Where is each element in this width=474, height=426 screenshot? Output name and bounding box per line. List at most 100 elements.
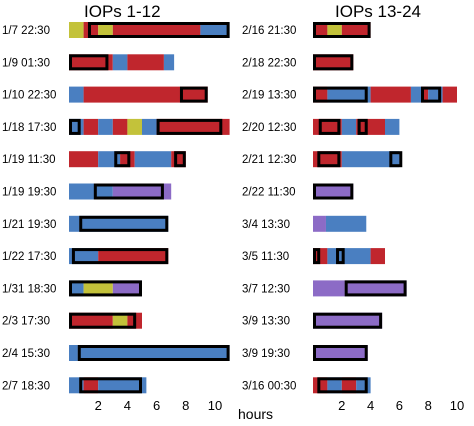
segment-red (356, 118, 385, 135)
segment-purple (313, 215, 326, 232)
segment-purple (112, 183, 172, 200)
x-tick-label: 2 (338, 398, 345, 413)
segment-purple (313, 280, 345, 297)
row-label: 3/7 12:30 (242, 283, 290, 295)
highlight-box (71, 248, 169, 265)
segment-blue (69, 280, 84, 297)
highlight-box (79, 215, 169, 232)
row-label: 1/21 19:30 (2, 219, 56, 231)
segment-blue (77, 345, 230, 361)
segment-blue (98, 118, 113, 135)
highlight-box (69, 118, 81, 135)
segment-red (313, 86, 328, 103)
segment-purple (344, 280, 407, 297)
segment-blue (385, 118, 400, 135)
highlight-box (313, 183, 354, 200)
segment-yellow (127, 118, 142, 135)
segment-blue (69, 345, 78, 361)
segment-red (341, 377, 357, 394)
segment-red (69, 54, 113, 71)
segment-blue (337, 248, 371, 265)
highlight-box (93, 183, 164, 200)
segment-red (112, 22, 201, 38)
segment-yellow (98, 22, 113, 38)
highlight-box (69, 280, 142, 297)
highlight-box (313, 86, 368, 103)
segment-blue (410, 86, 421, 103)
left-panel: 1/7 22:30 1/9 01:30 1/10 22:30 1/18 17:30 1/… (2, 22, 230, 413)
segment-purple (313, 312, 383, 329)
right-panel-title: IOPs 13-24 (335, 2, 421, 21)
row-label: 1/19 19:30 (2, 187, 56, 199)
segment-blue (327, 86, 371, 103)
highlight-box (156, 118, 223, 135)
highlight-box (179, 86, 208, 103)
x-tick-label: 8 (425, 398, 432, 413)
x-tick-label: 6 (396, 398, 403, 413)
highlight-box (79, 377, 142, 394)
segment-purple (313, 183, 354, 200)
segment-yellow (327, 22, 342, 38)
row-label: 3/9 19:30 (242, 348, 290, 360)
x-tick-label: 4 (367, 398, 374, 413)
segment-red (127, 54, 164, 71)
highlight-box (389, 151, 403, 168)
segment-blue (69, 215, 80, 232)
segment-red (421, 86, 429, 103)
row-label: 2/19 13:30 (242, 90, 296, 102)
highlight-box (114, 151, 131, 168)
row-label: 1/18 17:30 (2, 122, 56, 134)
segment-yellow (69, 22, 84, 38)
segment-red (156, 118, 230, 135)
segment-yellow (112, 312, 128, 329)
left-panel-title: IOPs 1-12 (84, 2, 161, 21)
highlight-box (317, 377, 368, 394)
x-tick-label: 10 (208, 398, 222, 413)
segment-blue (327, 248, 338, 265)
row-label: 2/7 18:30 (2, 380, 50, 392)
segment-blue (200, 22, 230, 38)
segment-blue (341, 151, 385, 168)
highlight-box (313, 345, 368, 361)
highlight-box (69, 312, 137, 329)
highlight-box (357, 118, 368, 135)
highlight-box (77, 345, 230, 361)
highlight-box (317, 151, 341, 168)
row-label: 1/19 11:30 (2, 154, 56, 166)
highlight-box (313, 54, 354, 71)
row-label: 2/20 12:30 (242, 122, 296, 134)
highlight-box (174, 151, 186, 168)
x-tick-label: 8 (182, 398, 189, 413)
segment-red (83, 118, 99, 135)
segment-blue (112, 54, 128, 71)
segment-blue (341, 118, 357, 135)
row-label: 2/18 22:30 (242, 57, 296, 69)
segment-red (112, 118, 128, 135)
row-label: 3/4 13:30 (242, 219, 290, 231)
segment-red (69, 151, 99, 168)
x-tick-label: 10 (450, 398, 464, 413)
segment-red (83, 377, 99, 394)
row-label: 1/9 01:30 (2, 57, 50, 69)
right-panel: 2/16 21:30 2/18 22:30 2/19 13:30 2/20 12:30… (242, 22, 464, 413)
row-label: 3/5 11:30 (242, 251, 289, 263)
x-tick-label: 4 (124, 398, 131, 413)
row-label: 2/16 21:30 (242, 25, 296, 37)
segment-red (370, 248, 385, 265)
segment-blue (69, 248, 99, 265)
x-tick-label: 2 (95, 398, 102, 413)
row-label: 3/16 00:30 (242, 380, 296, 392)
segment-purple (112, 280, 142, 297)
row-label: 2/21 12:30 (242, 154, 296, 166)
segment-red (98, 248, 169, 265)
segment-blue (98, 377, 147, 394)
highlight-box (69, 54, 109, 71)
segment-red (313, 54, 354, 71)
x-axis-label: hours (238, 406, 273, 422)
segment-red (313, 22, 328, 38)
segment-red (69, 312, 113, 329)
row-label: 2/3 17:30 (2, 316, 50, 328)
highlight-box (318, 118, 341, 135)
row-label: 3/9 13:30 (242, 316, 290, 328)
